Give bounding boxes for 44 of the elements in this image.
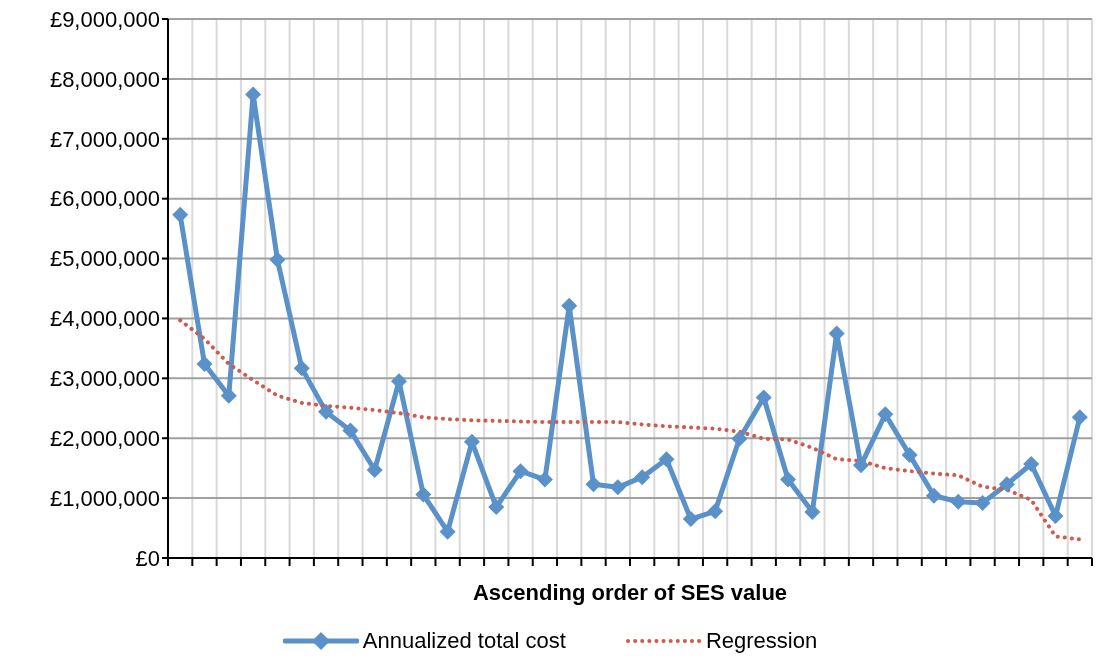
y-tick-label: £3,000,000: [49, 366, 160, 392]
y-tick-label: £7,000,000: [49, 126, 160, 152]
point: [1023, 455, 1040, 472]
point: [585, 476, 602, 493]
point: [707, 503, 724, 520]
legend-label: Annualized total cost: [362, 628, 566, 654]
point: [950, 493, 967, 510]
legend-label: Regression: [705, 628, 818, 654]
point: [172, 206, 189, 223]
point: [609, 479, 626, 496]
y-tick-label: £2,000,000: [49, 426, 160, 452]
point: [974, 494, 991, 511]
y-tick-label: £1,000,000: [49, 485, 160, 511]
y-tick-label: £9,000,000: [49, 6, 160, 32]
y-tick-label: £8,000,000: [49, 66, 160, 92]
point: [488, 499, 505, 516]
point: [925, 487, 942, 504]
point: [658, 451, 675, 468]
point: [342, 422, 359, 439]
point: [998, 476, 1015, 493]
line-series: [178, 318, 1082, 542]
point: [512, 463, 529, 480]
point: [269, 251, 286, 268]
x-axis-title: Ascending order of SES value: [472, 579, 788, 605]
y-tick-label: £6,000,000: [49, 186, 160, 212]
point: [318, 403, 335, 420]
point: [415, 486, 432, 503]
point: [196, 355, 213, 372]
point: [755, 389, 772, 406]
point: [536, 471, 553, 488]
y-tick-label: £4,000,000: [49, 306, 160, 332]
point: [293, 360, 310, 377]
point: [682, 511, 699, 528]
point: [780, 471, 797, 488]
point: [853, 457, 869, 474]
point: [877, 406, 894, 423]
point: [366, 461, 383, 478]
y-tick-label: £0: [135, 545, 160, 571]
point: [1071, 409, 1088, 426]
point: [439, 523, 456, 540]
y-tick-label: £5,000,000: [49, 246, 160, 272]
point: [634, 469, 651, 486]
point: [901, 446, 918, 463]
point: [731, 430, 748, 447]
